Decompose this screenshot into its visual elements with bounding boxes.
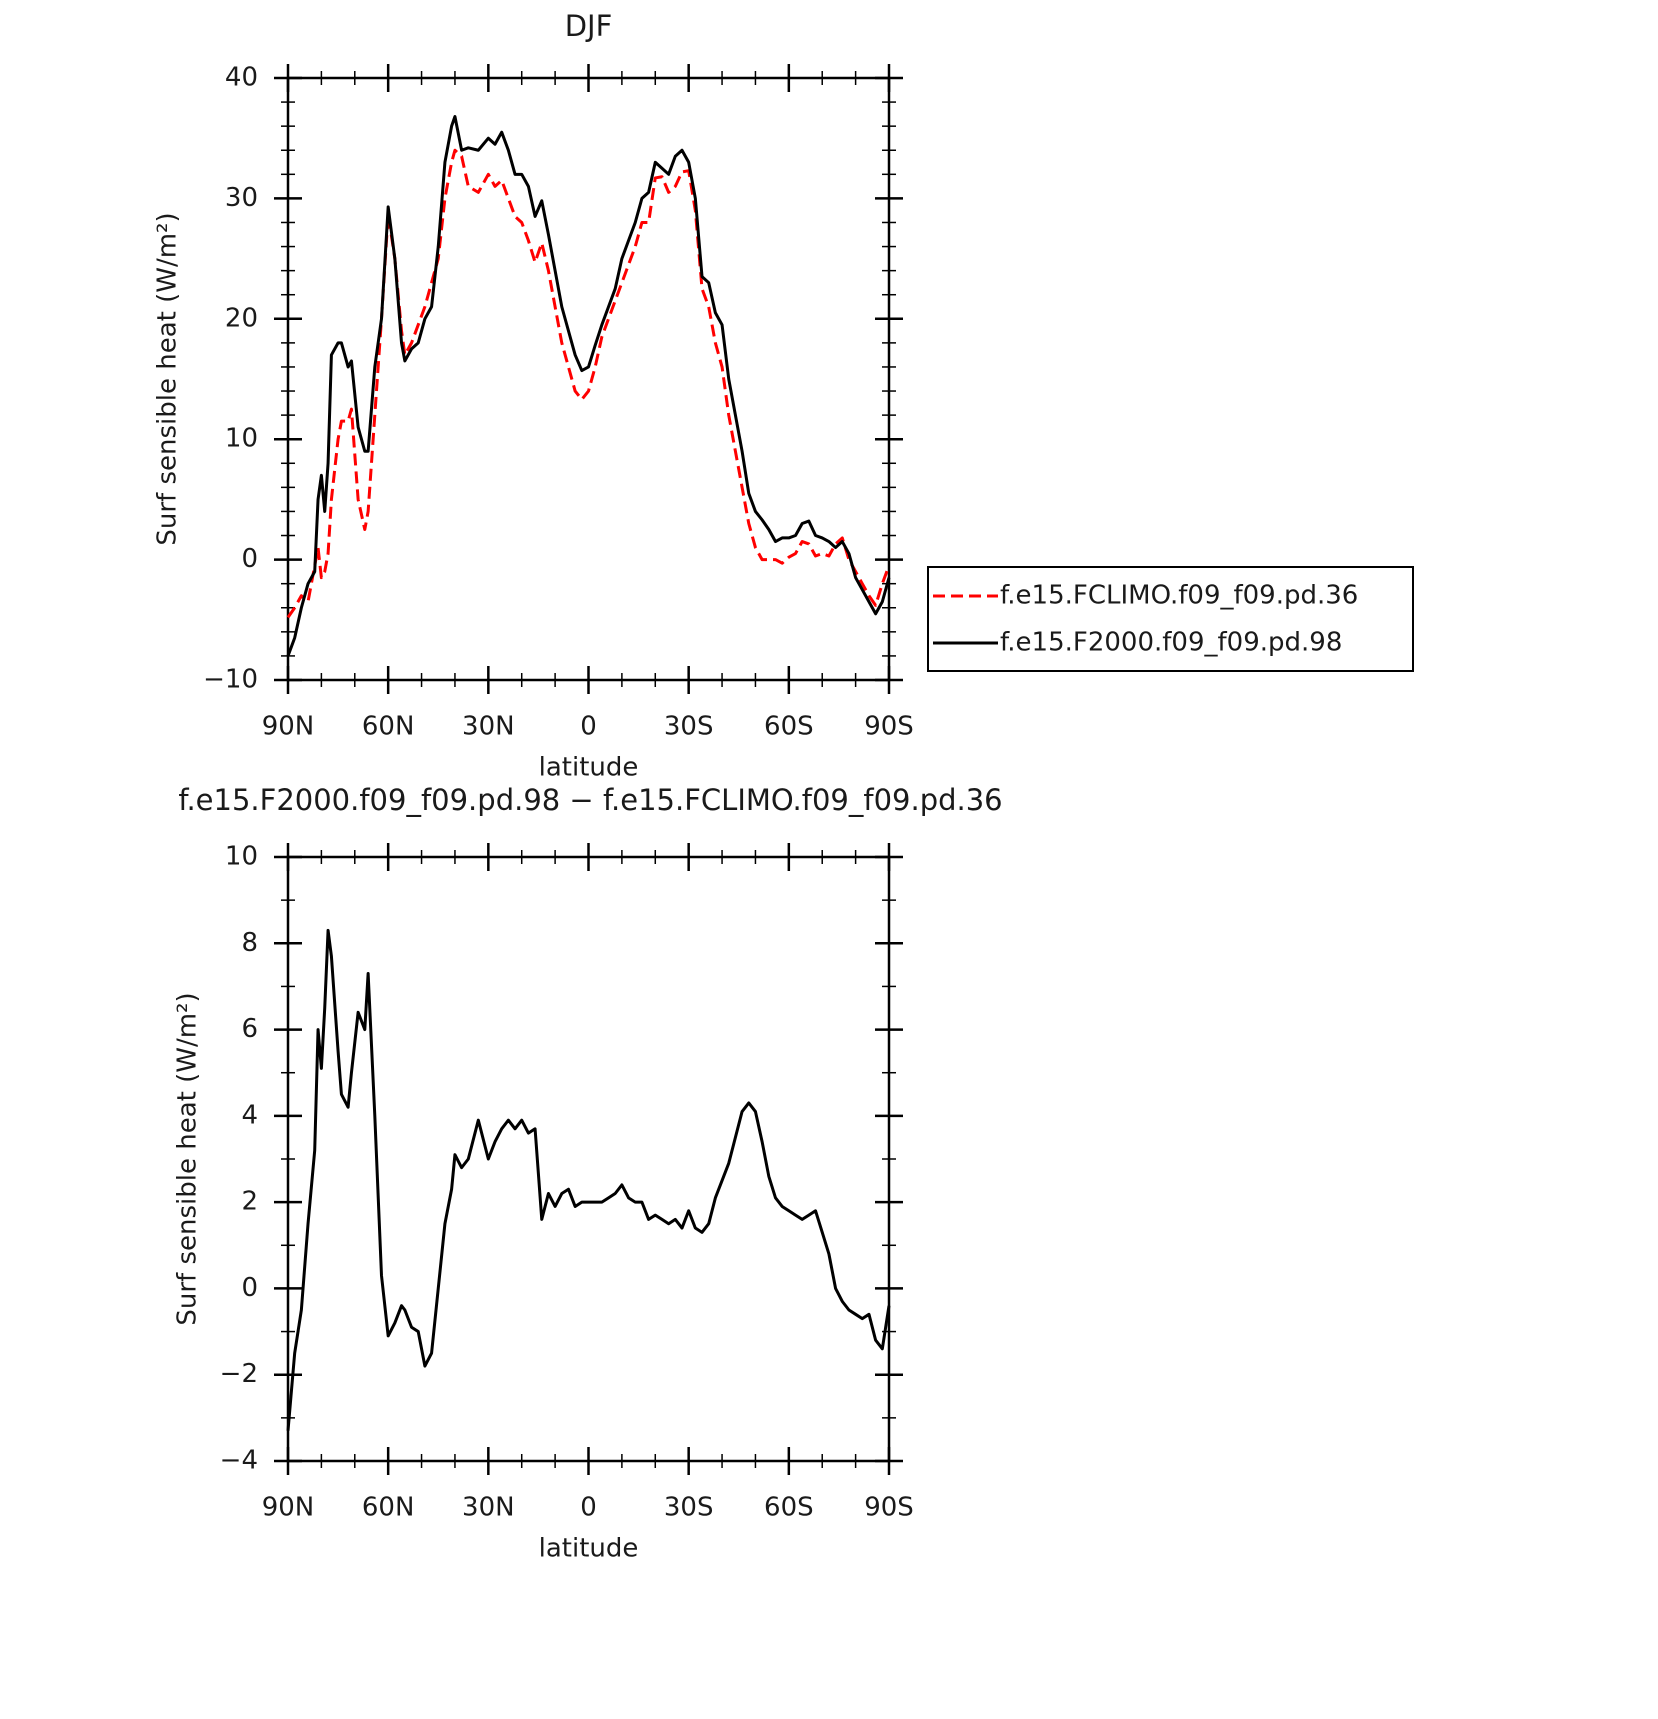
x-tick-label: 90S: [864, 712, 914, 742]
y-tick-label: 10: [225, 842, 258, 872]
data-line: [286, 148, 891, 619]
x-tick-label: 30S: [664, 712, 714, 742]
y-tick-label: 8: [241, 928, 258, 958]
y-tick-label: 6: [241, 1014, 258, 1044]
x-tick-label: 90N: [262, 1493, 315, 1523]
y-tick-label: 10: [225, 424, 258, 454]
legend-label: f.e15.FCLIMO.f09_f09.pd.36: [1000, 581, 1358, 611]
y-tick-label: −4: [220, 1446, 258, 1476]
plot-frame: [286, 76, 891, 682]
x-tick-label: 60N: [362, 712, 415, 742]
x-axis-label: latitude: [539, 753, 639, 783]
x-tick-label: 60N: [362, 1493, 415, 1523]
y-tick-label: 20: [225, 303, 258, 333]
y-tick-label: 0: [241, 1273, 258, 1303]
y-axis-label: Surf sensible heat (W/m²): [153, 212, 183, 545]
data-line: [286, 115, 891, 657]
y-tick-label: 2: [241, 1187, 258, 1217]
data-line: [286, 928, 891, 1431]
legend-label: f.e15.F2000.f09_f09.pd.98: [1000, 628, 1342, 658]
x-tick-label: 90S: [864, 1493, 914, 1523]
y-tick-label: −2: [220, 1359, 258, 1389]
y-tick-label: 4: [241, 1100, 258, 1130]
y-tick-label: 30: [225, 183, 258, 213]
x-tick-label: 90N: [262, 712, 315, 742]
x-tick-label: 0: [580, 1493, 597, 1523]
y-tick-label: 40: [225, 63, 258, 93]
x-tick-label: 30N: [462, 1493, 515, 1523]
chart-title: f.e15.F2000.f09_f09.pd.98 − f.e15.FCLIMO…: [178, 783, 1002, 817]
chart-title: DJF: [565, 9, 613, 43]
x-tick-label: 60S: [764, 712, 814, 742]
x-tick-label: 30S: [664, 1493, 714, 1523]
y-tick-label: −10: [203, 665, 258, 695]
y-tick-label: 0: [241, 544, 258, 574]
y-axis-label: Surf sensible heat (W/m²): [173, 992, 203, 1325]
x-tick-label: 0: [580, 712, 597, 742]
legend-box: [927, 566, 1414, 672]
x-axis-label: latitude: [539, 1534, 639, 1564]
x-tick-label: 30N: [462, 712, 515, 742]
plot-frame: [286, 855, 891, 1463]
x-tick-label: 60S: [764, 1493, 814, 1523]
